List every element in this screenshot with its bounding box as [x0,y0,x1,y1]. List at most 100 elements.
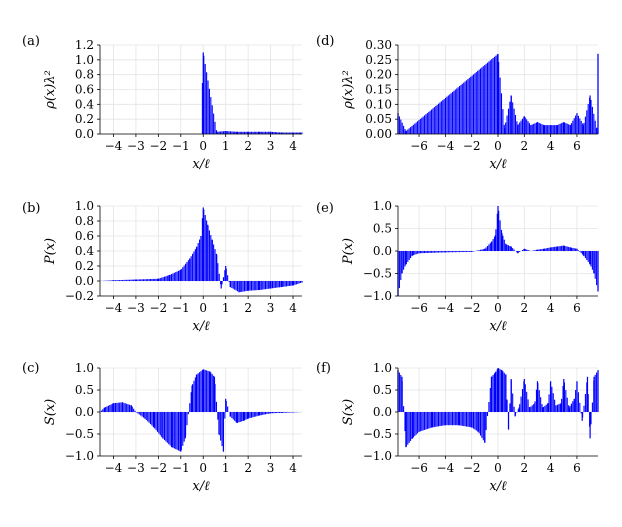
y-tick-label: 0.10 [365,97,392,111]
panel-label: (b) [22,201,40,216]
x-tick-label: 2 [244,139,252,153]
panel-label: (d) [316,34,334,49]
x-tick-label: 2 [244,461,252,475]
y-tick-label: −1.0 [363,449,392,463]
x-axis-label: x/ℓ [192,319,210,334]
y-axis-label: P(x) [43,238,58,265]
y-axis-label: P(x) [341,238,356,265]
x-tick-label: 4 [289,301,297,315]
y-tick-label: −0.5 [363,427,392,441]
y-axis-label: S(x) [43,399,58,425]
x-tick-label: 0 [494,301,502,315]
x-tick-label: −1 [172,139,190,153]
panel-label: (c) [22,361,39,376]
x-tick-label: 3 [267,301,275,315]
x-tick-label: 0 [199,139,207,153]
y-tick-label: 0.5 [373,222,392,236]
x-tick-label: −4 [437,461,455,475]
x-axis-label: x/ℓ [489,157,507,172]
panel-c: (c) −4 −3 −2 −1 0 1 2 3 4 −1.0 −0.5 0.0 0.5 1.0 x/ℓ S(x… [22,361,302,494]
x-tick-label: −3 [127,139,145,153]
y-axis-label: ρ(x)λ² [43,70,58,110]
y-tick-label: 0.5 [373,383,392,397]
x-tick-label: −2 [150,461,168,475]
y-tick-label: 0.25 [365,53,392,67]
x-axis-label: x/ℓ [192,479,210,494]
y-tick-label: 0.2 [75,112,94,126]
x-tick-label: −4 [105,461,123,475]
panel-f: (f) −6 −4 −2 0 2 4 6 −1.0 −0.5 0.0 0.5 1.0 x/ℓ S(x) [316,361,599,494]
x-tick-label: −6 [410,461,428,475]
y-tick-label: 0.30 [365,38,392,52]
x-tick-label: −6 [410,139,428,153]
y-tick-label: 0.5 [75,383,94,397]
panel-label: (f) [316,361,331,376]
x-axis-label: x/ℓ [192,157,210,172]
x-tick-label: −2 [150,139,168,153]
x-tick-label: −1 [172,461,190,475]
y-tick-label: 1.0 [75,199,94,213]
x-tick-label: −3 [127,301,145,315]
x-tick-label: 6 [573,461,581,475]
y-tick-label: 1.2 [75,38,94,52]
y-tick-label: 0.0 [75,274,94,288]
y-tick-label: −1.0 [65,449,94,463]
y-tick-label: 0.0 [373,405,392,419]
y-tick-label: 1.0 [373,199,392,213]
panel-label: (e) [316,201,334,216]
y-tick-label: 0.2 [75,259,94,273]
y-tick-label: 0.0 [75,405,94,419]
x-tick-label: 3 [267,461,275,475]
y-tick-label: 0.4 [75,244,94,258]
x-tick-label: −2 [463,139,481,153]
y-tick-label: −0.2 [65,289,94,303]
y-tick-label: −0.5 [65,427,94,441]
y-tick-label: 1.0 [75,361,94,375]
data-series [100,369,302,452]
y-tick-label: 0.05 [365,112,392,126]
y-tick-label: 1.0 [75,53,94,67]
y-tick-label: −0.5 [363,267,392,281]
y-tick-label: 0.8 [75,214,94,228]
x-tick-label: 6 [573,301,581,315]
x-tick-label: −2 [463,301,481,315]
x-tick-label: 4 [547,139,555,153]
x-tick-label: −3 [127,461,145,475]
y-tick-label: 0.6 [75,229,94,243]
panel-b: (b) −4 −3 −2 −1 0 1 2 3 4 −0.20.00.20.40.60.81.0 x… [22,199,303,334]
x-tick-label: 0 [494,461,502,475]
x-tick-label: 4 [547,301,555,315]
y-tick-label: 0.15 [365,83,392,97]
x-tick-label: −6 [410,301,428,315]
x-tick-label: −4 [437,139,455,153]
x-tick-label: −2 [463,461,481,475]
x-tick-label: −4 [105,301,123,315]
y-tick-label: 0.4 [75,97,94,111]
y-tick-label: 0.6 [75,83,94,97]
y-axis-label: S(x) [341,399,356,425]
y-tick-label: −1.0 [363,289,392,303]
x-tick-label: −4 [105,139,123,153]
x-tick-label: 4 [547,461,555,475]
panel-d: (d) −6 −4 −2 0 2 4 6 0.000.050.100.150.200.250.… [316,34,599,172]
x-tick-label: 4 [289,139,297,153]
y-tick-label: 0.00 [365,127,392,141]
x-tick-label: 4 [289,461,297,475]
x-tick-label: −2 [150,301,168,315]
data-series [397,53,599,134]
x-tick-label: 1 [222,461,230,475]
x-axis-label: x/ℓ [489,479,507,494]
data-series [397,368,599,448]
x-tick-label: 2 [520,461,528,475]
x-tick-label: 2 [520,139,528,153]
panel-a: (a) −4 −3 −2 −1 0 1 2 3 4 0.00.20.40.60.81.01.2 x/… [22,34,303,172]
y-tick-label: 0.20 [365,68,392,82]
y-tick-label: 1.0 [373,361,392,375]
panel-label: (a) [22,34,40,49]
x-tick-label: −4 [437,301,455,315]
x-tick-label: 6 [573,139,581,153]
x-tick-label: 0 [199,461,207,475]
x-axis-label: x/ℓ [489,319,507,334]
y-tick-label: 0.0 [75,127,94,141]
